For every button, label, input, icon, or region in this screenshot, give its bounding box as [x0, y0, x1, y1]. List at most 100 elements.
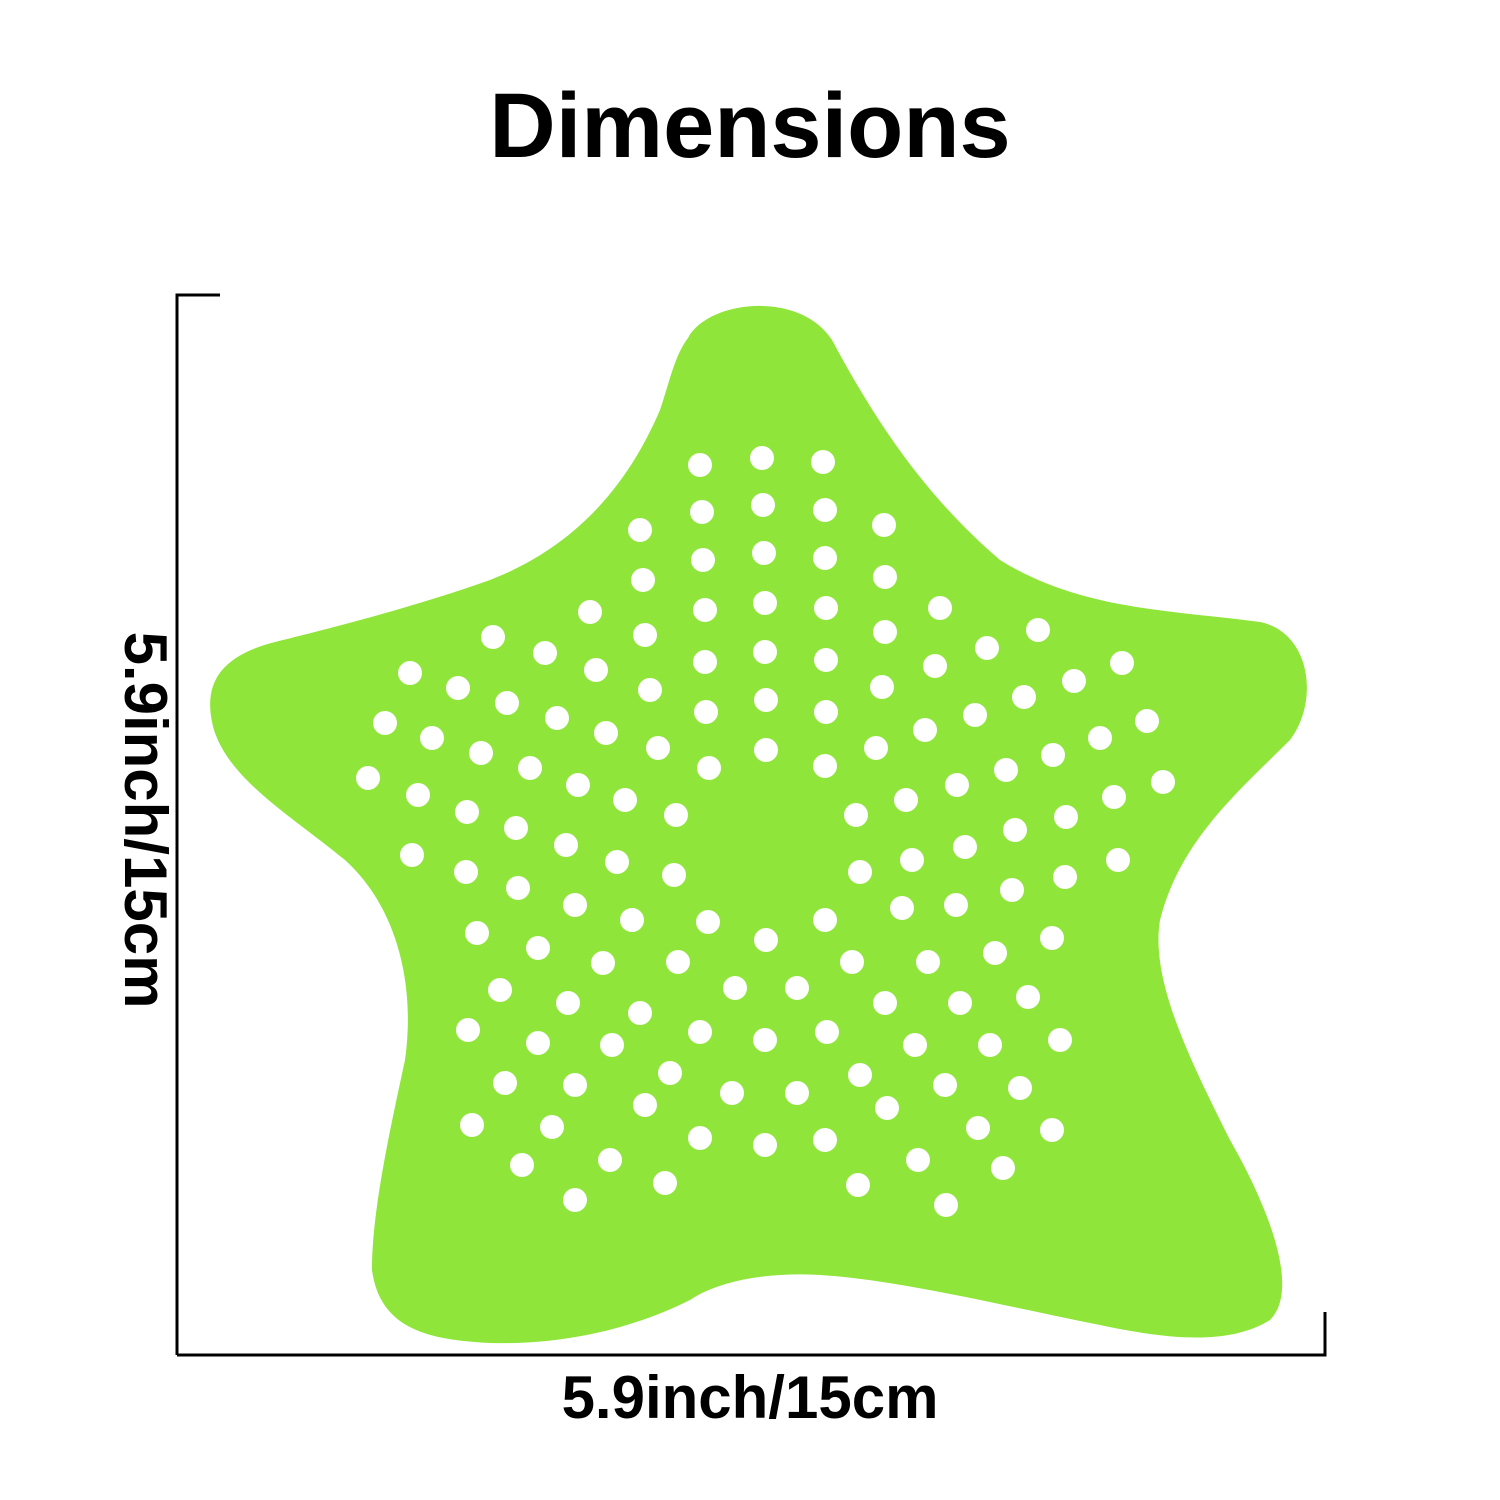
drain-hole [690, 500, 714, 524]
drain-hole [900, 848, 924, 872]
drain-hole [813, 546, 837, 570]
drain-hole [753, 1028, 777, 1052]
drain-hole [814, 648, 838, 672]
drain-hole [696, 910, 720, 934]
drain-hole [631, 568, 655, 592]
drain-hole [913, 718, 937, 742]
drain-hole [1008, 1076, 1032, 1100]
width-bracket-line [177, 1312, 1327, 1357]
drain-hole [1048, 1028, 1072, 1052]
drain-hole [1016, 985, 1040, 1009]
drain-hole [894, 788, 918, 812]
drain-hole [754, 688, 778, 712]
drain-hole [628, 518, 652, 542]
drain-hole [811, 450, 835, 474]
drain-hole [948, 991, 972, 1015]
drain-hole [556, 991, 580, 1015]
drain-hole [846, 1173, 870, 1197]
drain-hole [963, 703, 987, 727]
drain-hole [875, 1096, 899, 1120]
dimension-bracket [175, 293, 1327, 1357]
drain-hole [903, 1033, 927, 1057]
drain-hole [1003, 818, 1027, 842]
drain-hole [933, 1073, 957, 1097]
drain-hole [594, 721, 618, 745]
drain-holes [356, 446, 1175, 1217]
drain-hole [1106, 848, 1130, 872]
drain-hole [1062, 669, 1086, 693]
drain-hole [688, 1126, 712, 1150]
drain-hole [1054, 805, 1078, 829]
drain-hole [864, 736, 888, 760]
drain-hole [563, 1188, 587, 1212]
drain-hole [785, 1081, 809, 1105]
drain-hole [697, 756, 721, 780]
drain-hole [628, 1001, 652, 1025]
drain-hole [691, 548, 715, 572]
drain-hole [928, 596, 952, 620]
drain-hole [566, 773, 590, 797]
drain-hole [638, 678, 662, 702]
drain-hole [600, 1033, 624, 1057]
drain-hole [785, 976, 809, 1000]
drain-hole [504, 816, 528, 840]
width-label: 5.9inch/15cm [561, 1364, 939, 1431]
drain-hole [488, 978, 512, 1002]
drain-hole [873, 620, 897, 644]
drain-hole [584, 658, 608, 682]
drain-hole [906, 1148, 930, 1172]
drain-hole [983, 941, 1007, 965]
drain-hole [890, 896, 914, 920]
drain-hole [518, 756, 542, 780]
drain-hole [460, 1113, 484, 1137]
drain-hole [945, 773, 969, 797]
drain-hole [406, 783, 430, 807]
drain-hole [848, 860, 872, 884]
drain-hole [873, 565, 897, 589]
drain-hole [953, 835, 977, 859]
drain-hole [813, 754, 837, 778]
drain-hole [455, 800, 479, 824]
drain-hole [934, 1193, 958, 1217]
drain-hole [373, 711, 397, 735]
drain-hole [872, 513, 896, 537]
drain-hole [1110, 651, 1134, 675]
drain-hole [752, 541, 776, 565]
drain-hole [658, 1061, 682, 1085]
drain-hole [545, 706, 569, 730]
drain-hole [753, 591, 777, 615]
drain-hole [916, 950, 940, 974]
drain-hole [814, 596, 838, 620]
drain-hole [694, 700, 718, 724]
drain-hole [1026, 618, 1050, 642]
drain-hole [720, 1081, 744, 1105]
drain-hole [813, 908, 837, 932]
drain-hole [813, 1128, 837, 1152]
drain-hole [991, 1156, 1015, 1180]
drain-hole [526, 936, 550, 960]
drain-hole [591, 951, 615, 975]
drain-hole [493, 1071, 517, 1095]
drain-hole [750, 446, 774, 470]
drain-hole [1053, 865, 1077, 889]
drain-hole [613, 788, 637, 812]
drain-hole [454, 860, 478, 884]
drain-hole [753, 1133, 777, 1157]
drain-hole [398, 661, 422, 685]
drain-hole [620, 908, 644, 932]
drain-hole [526, 1031, 550, 1055]
drain-hole [506, 876, 530, 900]
drain-hole [554, 833, 578, 857]
page-title: Dimensions [489, 75, 1011, 177]
drain-hole [469, 741, 493, 765]
starfish-strainer [210, 305, 1307, 1344]
drain-hole [754, 928, 778, 952]
drain-hole [540, 1115, 564, 1139]
drain-hole [723, 976, 747, 1000]
drain-hole [1088, 726, 1112, 750]
drain-hole [814, 700, 838, 724]
drain-hole [598, 1148, 622, 1172]
drain-hole [1040, 926, 1064, 950]
